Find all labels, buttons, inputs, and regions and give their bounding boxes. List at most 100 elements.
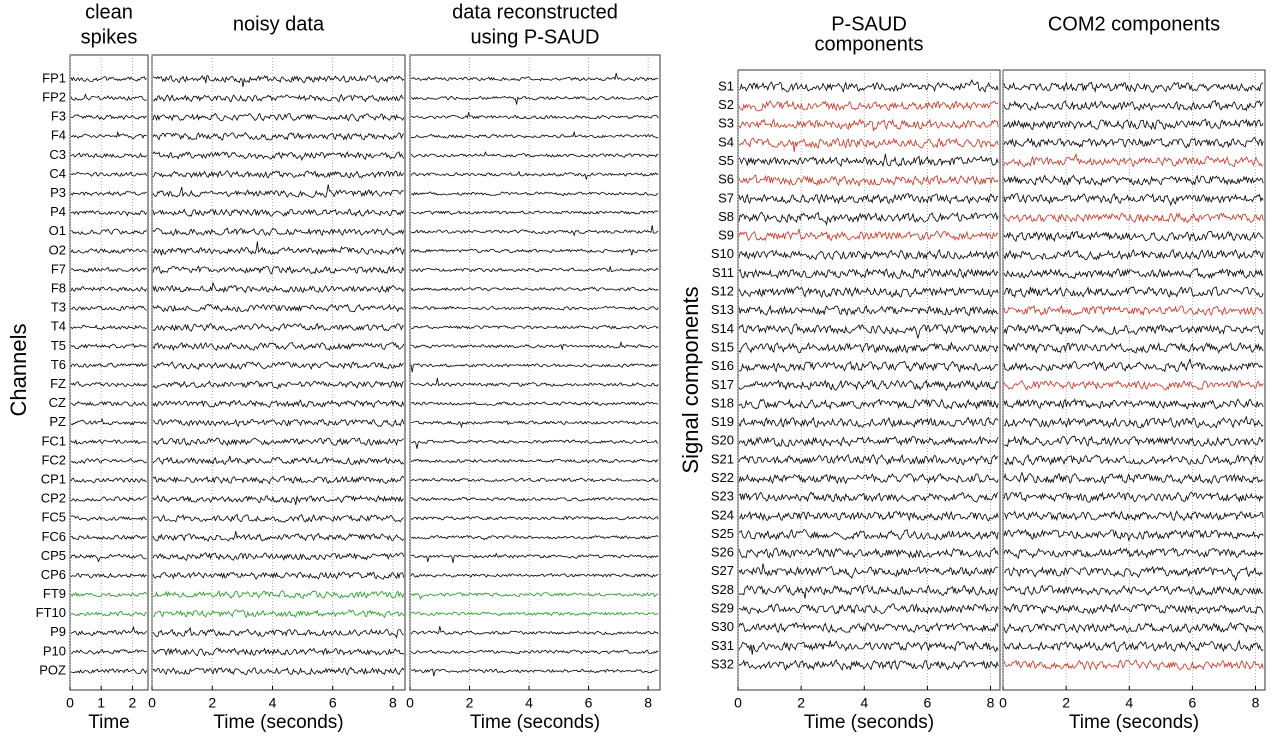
trace xyxy=(410,210,659,215)
x-tick-label: 6 xyxy=(585,695,593,711)
trace xyxy=(1003,152,1264,168)
panel-frame xyxy=(69,54,149,691)
trace xyxy=(1003,639,1264,653)
trace xyxy=(70,457,147,464)
trace xyxy=(70,381,147,388)
trace xyxy=(738,174,999,187)
row-label: S25 xyxy=(711,526,734,541)
trace xyxy=(738,118,999,133)
trace xyxy=(152,571,405,580)
row-label: F3 xyxy=(51,109,66,124)
row-label: S11 xyxy=(712,265,734,280)
panel-title: COM2 components xyxy=(1048,13,1220,35)
trace xyxy=(410,477,659,483)
trace xyxy=(1003,192,1264,207)
trace xyxy=(1003,99,1264,112)
trace xyxy=(738,621,999,634)
trace xyxy=(70,343,147,350)
row-label: FC2 xyxy=(41,452,66,467)
panel-title: spikes xyxy=(81,26,138,48)
row-label: F8 xyxy=(51,281,66,296)
x-tick-label: 2 xyxy=(208,695,216,711)
trace xyxy=(1003,659,1264,671)
trace xyxy=(152,475,405,485)
trace xyxy=(410,324,659,330)
trace xyxy=(410,248,659,256)
row-label: CZ xyxy=(49,395,66,410)
trace xyxy=(1003,324,1264,336)
trace xyxy=(738,268,999,280)
row-label: S17 xyxy=(711,377,734,392)
row-label: FP2 xyxy=(42,90,66,105)
row-label: S31 xyxy=(711,638,734,653)
trace xyxy=(738,547,999,559)
trace xyxy=(152,112,405,122)
trace xyxy=(410,668,659,677)
trace xyxy=(70,93,147,101)
row-label: S6 xyxy=(718,172,734,187)
trace xyxy=(1003,358,1264,373)
trace xyxy=(410,439,659,449)
trace xyxy=(738,563,999,579)
trace xyxy=(152,93,404,103)
trace xyxy=(1003,565,1264,582)
y-axis-label: Channels xyxy=(6,324,31,417)
row-label: S8 xyxy=(718,209,734,224)
trace xyxy=(70,305,147,312)
row-label: S15 xyxy=(711,339,734,354)
trace xyxy=(410,72,659,82)
trace xyxy=(410,496,659,502)
trace xyxy=(1003,249,1264,261)
trace xyxy=(738,360,999,373)
trace xyxy=(152,380,405,390)
trace xyxy=(410,401,659,406)
trace xyxy=(410,458,659,464)
row-label: FT10 xyxy=(36,605,66,620)
trace xyxy=(738,211,999,226)
trace xyxy=(1003,136,1264,149)
row-label: CP2 xyxy=(41,491,66,506)
row-label: FP1 xyxy=(42,70,66,85)
trace xyxy=(410,340,659,351)
trace xyxy=(70,266,147,273)
trace xyxy=(152,513,405,523)
row-label: T5 xyxy=(51,338,66,353)
trace xyxy=(70,324,147,330)
trace xyxy=(152,552,405,561)
panel-title: using P-SAUD xyxy=(471,26,600,48)
x-tick-label: 4 xyxy=(525,695,533,711)
row-label: P10 xyxy=(43,643,66,658)
row-label: T3 xyxy=(51,300,66,315)
trace xyxy=(738,416,999,429)
row-label: S21 xyxy=(711,451,734,466)
trace xyxy=(70,401,147,407)
row-label: S7 xyxy=(718,190,734,205)
row-label: FZ xyxy=(50,376,66,391)
row-label: C4 xyxy=(49,166,66,181)
x-tick-label: 0 xyxy=(406,695,414,711)
trace xyxy=(410,592,659,600)
row-label: S5 xyxy=(718,153,734,168)
trace xyxy=(738,79,999,93)
trace xyxy=(152,531,405,542)
trace xyxy=(738,584,999,599)
row-label: S19 xyxy=(711,414,734,429)
x-tick-label: 4 xyxy=(269,695,277,711)
trace xyxy=(70,668,147,675)
trace xyxy=(410,611,659,617)
trace xyxy=(738,491,999,503)
row-label: S2 xyxy=(718,97,734,112)
x-tick-label: 8 xyxy=(987,695,995,711)
row-label: F7 xyxy=(51,261,66,276)
trace xyxy=(70,515,147,522)
trace xyxy=(738,228,999,242)
trace xyxy=(70,496,147,502)
trace xyxy=(152,666,405,676)
trace xyxy=(738,659,999,671)
x-axis-label: Time (seconds) xyxy=(804,712,934,733)
x-tick-label: 0 xyxy=(999,695,1007,711)
row-label: C3 xyxy=(49,147,66,162)
trace xyxy=(1003,471,1264,485)
trace xyxy=(70,114,147,121)
